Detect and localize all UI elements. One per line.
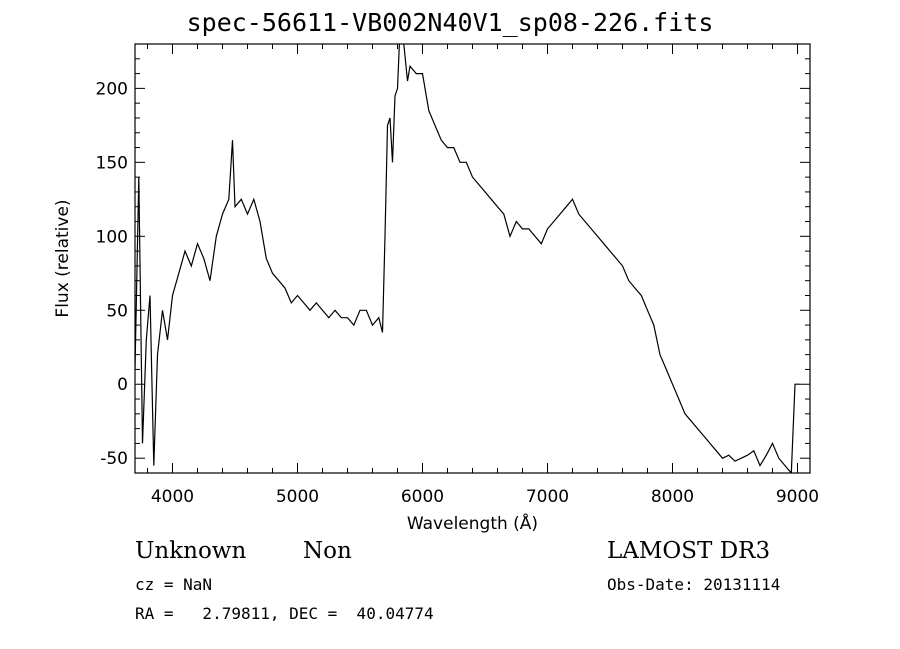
y-tick-label: -50 <box>100 449 128 469</box>
chart-title: spec-56611-VB002N40V1_sp08-226.fits <box>186 8 714 37</box>
y-tick-label: 100 <box>96 227 128 247</box>
x-tick-label: 7000 <box>526 487 569 507</box>
obs-date-label: Obs-Date: 20131114 <box>607 575 781 594</box>
x-tick-label: 6000 <box>401 487 444 507</box>
object-name: Unknown <box>135 538 247 564</box>
y-tick-label: 0 <box>117 375 128 395</box>
x-axis-label: Wavelength (Å) <box>407 512 538 534</box>
y-axis-label: Flux (relative) <box>53 199 73 317</box>
redshift-label: cz = NaN <box>135 575 213 594</box>
plot-frame <box>134 43 811 474</box>
object-class: Non <box>303 538 352 564</box>
y-tick-label: 200 <box>96 79 128 99</box>
y-tick-label: 150 <box>96 153 128 173</box>
x-tick-label: 5000 <box>276 487 319 507</box>
x-tick-label: 9000 <box>776 487 819 507</box>
survey-name: LAMOST DR3 <box>607 538 771 564</box>
coordinates-label: RA = 2.79811, DEC = 40.04774 <box>135 604 434 623</box>
x-tick-label: 8000 <box>651 487 694 507</box>
spectrum-line <box>135 44 800 473</box>
y-tick-label: 50 <box>106 301 128 321</box>
x-tick-label: 4000 <box>151 487 194 507</box>
